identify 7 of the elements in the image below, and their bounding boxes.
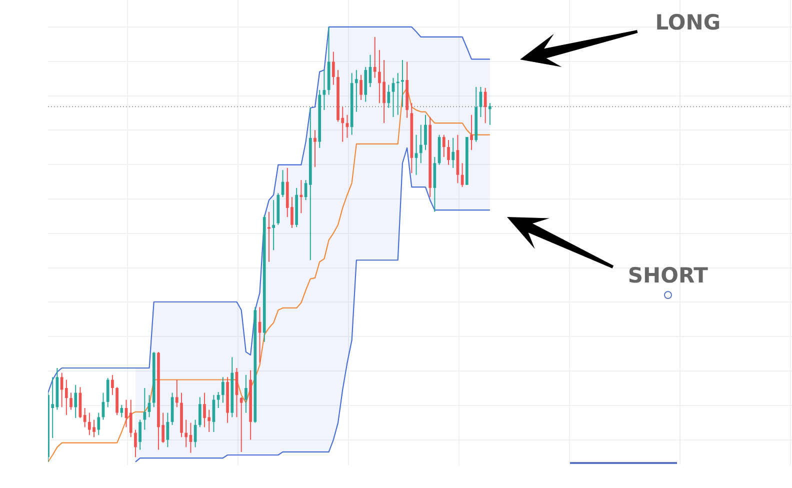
candlestick [268,212,270,262]
text: SHORT [628,264,709,288]
candlestick [401,60,404,108]
candlestick [272,200,275,250]
candlestick [240,397,243,452]
text: LONG [655,10,721,35]
candlestick [355,70,358,112]
